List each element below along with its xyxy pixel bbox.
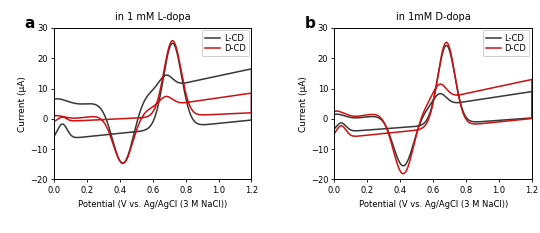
D-CD — [58, 116, 65, 118]
D-CD — [400, 172, 407, 175]
L-CD — [339, 122, 345, 124]
Text: in 1mM D-dopa: in 1mM D-dopa — [396, 12, 470, 22]
D-CD — [170, 39, 176, 42]
D-CD — [76, 116, 82, 119]
L-CD — [400, 164, 407, 167]
L-CD — [443, 44, 450, 47]
D-CD — [443, 41, 450, 44]
Text: a: a — [24, 16, 35, 31]
L-CD — [170, 42, 176, 45]
L-CD — [402, 126, 408, 129]
Line: L-CD: L-CD — [334, 45, 532, 166]
Legend: L-CD, D-CD: L-CD, D-CD — [202, 31, 249, 56]
D-CD — [51, 114, 57, 117]
Y-axis label: Current (μA): Current (μA) — [18, 76, 28, 132]
D-CD — [244, 92, 250, 95]
L-CD — [173, 80, 180, 83]
D-CD — [454, 94, 460, 96]
D-CD — [339, 124, 345, 127]
L-CD — [244, 69, 250, 71]
L-CD — [76, 103, 82, 105]
L-CD — [524, 91, 530, 94]
Line: D-CD: D-CD — [54, 41, 252, 163]
D-CD — [402, 130, 408, 133]
Y-axis label: Current (μA): Current (μA) — [299, 76, 308, 132]
Text: in 1 mM L-dopa: in 1 mM L-dopa — [115, 12, 191, 22]
D-CD — [356, 115, 363, 117]
D-CD — [173, 100, 180, 103]
D-CD — [230, 112, 236, 115]
D-CD — [331, 110, 338, 113]
L-CD — [356, 116, 363, 119]
L-CD — [510, 118, 517, 121]
L-CD — [51, 135, 57, 138]
L-CD — [122, 131, 128, 134]
L-CD — [454, 101, 460, 104]
X-axis label: Potential (V vs. Ag/AgCl (3 M NaCl)): Potential (V vs. Ag/AgCl (3 M NaCl)) — [78, 200, 227, 209]
Legend: L-CD, D-CD: L-CD, D-CD — [483, 31, 529, 56]
D-CD — [524, 79, 530, 82]
Line: D-CD: D-CD — [334, 42, 532, 174]
D-CD — [122, 117, 128, 120]
L-CD — [119, 162, 126, 164]
D-CD — [331, 132, 338, 135]
Text: b: b — [305, 16, 316, 31]
D-CD — [120, 162, 126, 165]
Line: L-CD: L-CD — [54, 43, 252, 163]
L-CD — [230, 120, 236, 123]
D-CD — [51, 120, 57, 123]
X-axis label: Potential (V vs. Ag/AgCl (3 M NaCl)): Potential (V vs. Ag/AgCl (3 M NaCl)) — [359, 200, 508, 209]
L-CD — [331, 127, 338, 130]
L-CD — [331, 113, 338, 116]
L-CD — [58, 123, 65, 126]
L-CD — [51, 98, 57, 101]
D-CD — [510, 119, 517, 122]
